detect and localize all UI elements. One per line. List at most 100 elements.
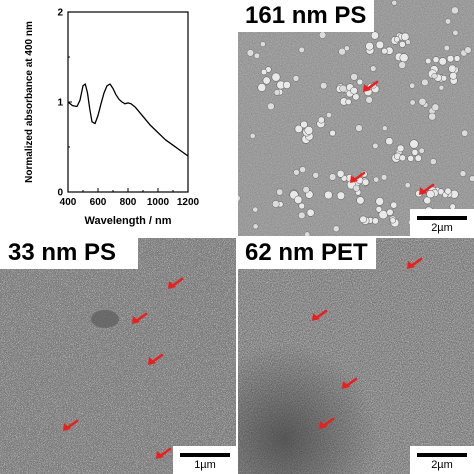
x-axis-label: Wavelength / nm bbox=[85, 215, 172, 227]
nanoparticle bbox=[273, 89, 281, 96]
nanoparticle bbox=[448, 64, 457, 73]
nanoparticle bbox=[393, 36, 401, 43]
nanoparticle bbox=[299, 166, 306, 173]
x-tick-label: 400 bbox=[60, 197, 77, 208]
nanoparticle bbox=[421, 78, 429, 87]
nanoparticle bbox=[262, 76, 271, 85]
nanoparticle bbox=[249, 133, 256, 139]
nanoparticle bbox=[317, 116, 325, 124]
sem-image-33nm-ps: 33 nm PS 1µm bbox=[0, 237, 237, 474]
panel-label-33nm-ps: 33 nm PS bbox=[0, 237, 139, 269]
red-arrow bbox=[156, 447, 172, 459]
red-arrow bbox=[148, 353, 164, 365]
scale-bar-33: 1µm bbox=[173, 446, 237, 474]
nanoparticle bbox=[452, 29, 459, 36]
arrow-group-62 bbox=[312, 257, 423, 429]
nanoparticle bbox=[429, 158, 437, 165]
x-tick-label: 1200 bbox=[177, 197, 200, 208]
nanoparticle bbox=[365, 41, 374, 51]
sem-texture-33 bbox=[0, 237, 237, 474]
nanoparticle bbox=[399, 154, 406, 162]
nanoparticle bbox=[350, 86, 358, 95]
nanoparticle bbox=[253, 52, 260, 59]
nanoparticle bbox=[391, 0, 398, 6]
nanoparticle bbox=[260, 68, 268, 76]
sem-image-161nm-ps: 161 nm PS 2µm bbox=[237, 0, 474, 237]
nanoparticle bbox=[444, 187, 452, 195]
scale-bar-label: 2µm bbox=[431, 222, 453, 234]
y-axis-label: Normalized absorbance at 400 nm bbox=[24, 21, 35, 183]
nanoparticle bbox=[252, 206, 259, 213]
nanoparticle bbox=[411, 149, 419, 156]
nanoparticle bbox=[326, 112, 332, 119]
arrow-group-161 bbox=[350, 80, 435, 195]
y-tick-label: 0 bbox=[57, 188, 63, 199]
nanoparticle bbox=[272, 200, 280, 208]
nanoparticle bbox=[304, 126, 314, 135]
nanoparticle bbox=[409, 99, 416, 106]
nanoparticle bbox=[276, 188, 284, 196]
nanoparticle bbox=[418, 147, 425, 154]
nanoparticle bbox=[293, 169, 300, 176]
nanoparticle bbox=[431, 103, 440, 112]
nanoparticle bbox=[464, 46, 472, 54]
red-arrow bbox=[407, 257, 423, 269]
nanoparticle bbox=[344, 45, 350, 52]
absorbance-series-line bbox=[67, 83, 189, 157]
nanoparticle bbox=[298, 46, 305, 53]
nanoparticle bbox=[444, 18, 451, 25]
x-tick-label: 1000 bbox=[147, 197, 170, 208]
nanoparticle bbox=[260, 41, 266, 47]
nanoparticle bbox=[426, 189, 435, 199]
nanoparticle bbox=[355, 124, 363, 132]
nanoparticle bbox=[372, 142, 379, 149]
nanoparticle bbox=[438, 84, 445, 91]
scale-bar-line bbox=[417, 453, 467, 457]
absorbance-chart-panel: 400 600 800 1000 1200 0 1 2 Wavelength / nm Nor… bbox=[0, 0, 237, 237]
nanoparticle bbox=[432, 56, 440, 64]
red-arrow bbox=[342, 377, 358, 389]
nanoparticle bbox=[282, 81, 291, 89]
nanoparticle bbox=[306, 208, 315, 217]
red-arrow bbox=[168, 277, 184, 289]
nanoparticle bbox=[461, 129, 469, 137]
red-arrow bbox=[319, 417, 335, 429]
nanoparticle bbox=[375, 206, 383, 213]
chart-marks bbox=[67, 83, 189, 157]
sem-image-62nm-pet: 62 nm PET 2µm bbox=[237, 237, 474, 474]
red-arrow bbox=[419, 183, 435, 195]
nanoparticle bbox=[446, 55, 455, 63]
nanoparticle bbox=[370, 65, 377, 72]
nanoparticle bbox=[438, 57, 447, 66]
nanoparticle bbox=[409, 82, 416, 89]
nanoparticle bbox=[414, 154, 422, 162]
nanoparticle bbox=[451, 6, 459, 15]
nanoparticle bbox=[304, 231, 311, 237]
scale-bar-line bbox=[180, 453, 230, 457]
nanoparticle bbox=[294, 195, 303, 204]
chart-axes: 400 600 800 1000 1200 0 1 2 bbox=[57, 8, 199, 209]
nanoparticle bbox=[381, 174, 388, 181]
nanoparticle bbox=[336, 169, 345, 178]
panel-divider-horizontal bbox=[0, 236, 474, 238]
nanoparticle bbox=[449, 71, 458, 80]
nanoparticle bbox=[399, 53, 409, 63]
nanoparticle bbox=[390, 201, 398, 209]
scale-bar-label: 1µm bbox=[194, 459, 216, 471]
nanoparticle bbox=[356, 78, 364, 86]
nanoparticle bbox=[389, 217, 396, 224]
nanoparticle bbox=[246, 49, 255, 57]
nanoparticle bbox=[312, 172, 319, 179]
nanoparticle bbox=[267, 102, 275, 111]
y-tick-label: 2 bbox=[57, 8, 63, 19]
sem-texture-161 bbox=[237, 0, 474, 237]
scale-bar-label: 2µm bbox=[431, 459, 453, 471]
nanoparticle bbox=[338, 47, 346, 56]
nanoparticle bbox=[396, 144, 405, 153]
nanoparticle bbox=[300, 120, 308, 129]
nanoparticle bbox=[370, 31, 379, 40]
particle-cluster-group bbox=[237, 0, 474, 237]
red-arrow bbox=[63, 419, 79, 431]
nanoparticle bbox=[336, 191, 346, 200]
nanoparticle bbox=[356, 196, 365, 205]
